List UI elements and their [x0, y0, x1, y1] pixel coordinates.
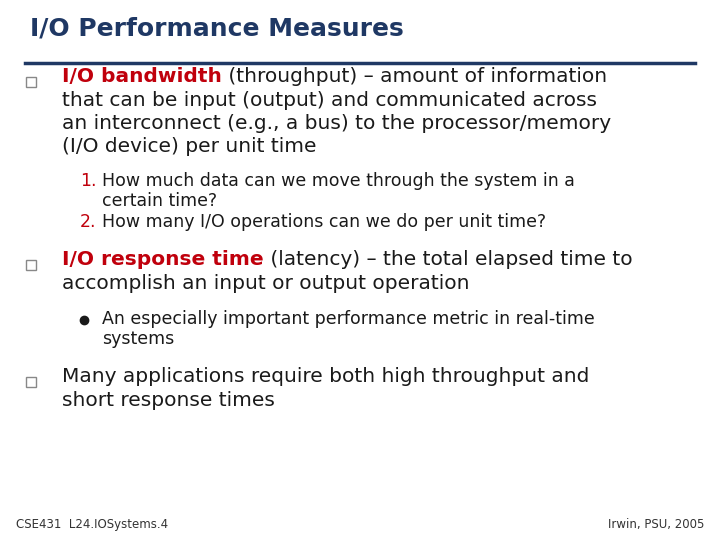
Text: (latency) – the total elapsed time to: (latency) – the total elapsed time to — [264, 250, 632, 269]
Text: 2.: 2. — [80, 213, 96, 231]
Text: I/O bandwidth: I/O bandwidth — [62, 67, 222, 86]
Text: accomplish an input or output operation: accomplish an input or output operation — [62, 274, 469, 293]
Text: short response times: short response times — [62, 390, 275, 410]
FancyBboxPatch shape — [26, 377, 36, 387]
Text: How many I/O operations can we do per unit time?: How many I/O operations can we do per un… — [102, 213, 546, 231]
Text: CSE431  L24.IOSystems.4: CSE431 L24.IOSystems.4 — [16, 518, 168, 531]
FancyBboxPatch shape — [26, 77, 36, 87]
Text: an interconnect (e.g., a bus) to the processor/memory: an interconnect (e.g., a bus) to the pro… — [62, 114, 611, 133]
Text: certain time?: certain time? — [102, 192, 217, 210]
Text: that can be input (output) and communicated across: that can be input (output) and communica… — [62, 91, 597, 110]
Text: 1.: 1. — [80, 172, 96, 190]
Text: Many applications require both high throughput and: Many applications require both high thro… — [62, 367, 590, 386]
Text: I/O response time: I/O response time — [62, 250, 264, 269]
Text: Irwin, PSU, 2005: Irwin, PSU, 2005 — [608, 518, 704, 531]
Text: How much data can we move through the system in a: How much data can we move through the sy… — [102, 172, 575, 190]
Text: systems: systems — [102, 330, 174, 348]
Text: (I/O device) per unit time: (I/O device) per unit time — [62, 138, 317, 157]
Text: (throughput) – amount of information: (throughput) – amount of information — [222, 67, 607, 86]
Text: An especially important performance metric in real-time: An especially important performance metr… — [102, 310, 595, 328]
FancyBboxPatch shape — [26, 260, 36, 270]
Text: I/O Performance Measures: I/O Performance Measures — [30, 16, 404, 40]
